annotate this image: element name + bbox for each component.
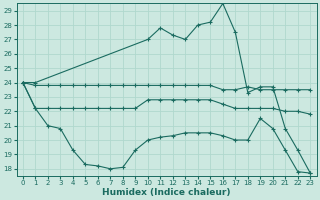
X-axis label: Humidex (Indice chaleur): Humidex (Indice chaleur) (102, 188, 231, 197)
